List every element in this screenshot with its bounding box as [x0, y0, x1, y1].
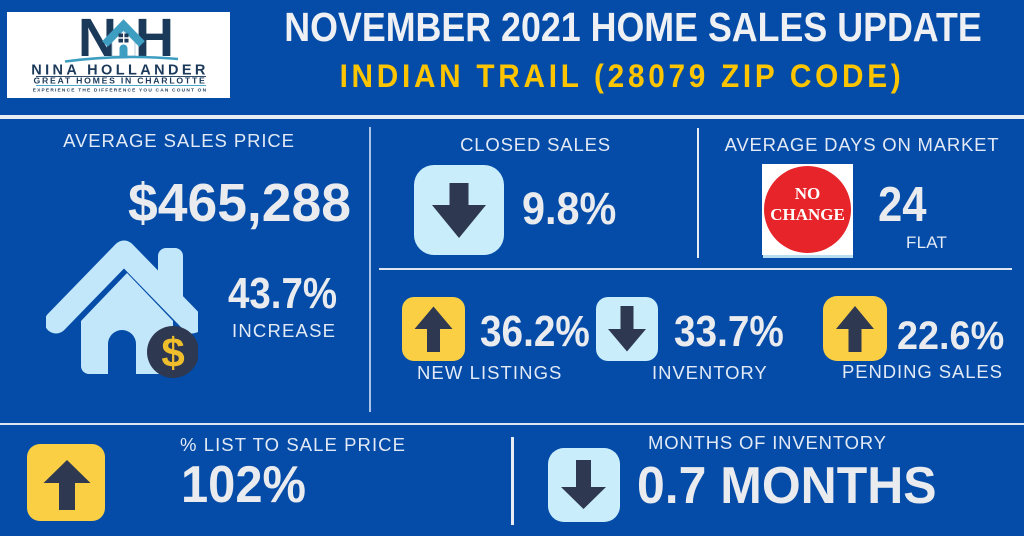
- svg-text:$: $: [161, 329, 184, 376]
- svg-text:NINA HOLLANDER: NINA HOLLANDER: [31, 63, 209, 79]
- svg-text:GREAT HOMES IN CHARLOTTE: GREAT HOMES IN CHARLOTTE: [33, 76, 206, 86]
- svg-text:EXPERIENCE THE DIFFERENCE YOU: EXPERIENCE THE DIFFERENCE YOU CAN COUNT …: [33, 88, 208, 94]
